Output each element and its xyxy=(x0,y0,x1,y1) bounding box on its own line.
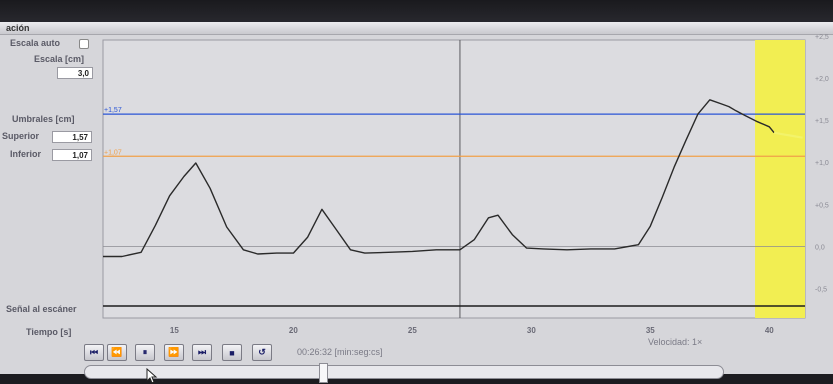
x-tick-label: 40 xyxy=(765,326,774,335)
app-window: ación +1,57 +1,07 +2,5 +2,0 +1,5 +1,0 +0,5 0,0… xyxy=(0,22,833,384)
threshold-lines: +1,57 +1,07 xyxy=(103,107,805,157)
mouse-pointer-icon xyxy=(146,368,158,384)
highlight-band xyxy=(755,40,805,318)
timeline-scroll-thumb[interactable] xyxy=(319,363,328,383)
scanner-signal-label: Señal al escáner xyxy=(6,304,77,314)
y-tick-label: +2,0 xyxy=(815,76,829,83)
fast-forward-icon: ⏩ xyxy=(168,347,180,357)
plot-background xyxy=(102,39,806,319)
x-tick-label: 20 xyxy=(289,326,298,335)
y-tick-label: +0,5 xyxy=(815,202,829,209)
playback-controls: ⏮ ⏪ ⏸ ⏩ ⏭ ■ ↺ 00:26:32 [min:seg:cs] Velocidad:… xyxy=(0,337,833,384)
timeline-scrollbar[interactable] xyxy=(84,363,724,383)
x-tick-label: 15 xyxy=(170,326,179,335)
lower-threshold-label: Inferior xyxy=(10,149,42,159)
loop-icon: ↺ xyxy=(258,347,266,357)
title-bar: ación xyxy=(0,22,833,35)
x-tick-label: 30 xyxy=(527,326,536,335)
y-tick-label: +1,0 xyxy=(815,160,829,167)
fast-forward-button[interactable]: ⏩ xyxy=(164,344,184,361)
scale-label: Escala [cm] xyxy=(34,54,85,64)
pause-icon: ⏸ xyxy=(142,347,148,357)
rewind-icon: ⏪ xyxy=(111,347,123,357)
auto-scale-checkbox[interactable] xyxy=(79,39,89,49)
grid-layer xyxy=(103,40,805,318)
threshold-label: +1,07 xyxy=(104,149,122,156)
thresholds-label: Umbrales [cm] xyxy=(12,114,75,124)
x-tick-label: 25 xyxy=(408,326,417,335)
x-tick-label: 35 xyxy=(646,326,655,335)
time-readout: 00:26:32 [min:seg:cs] xyxy=(297,347,383,357)
x-tick-labels: 15 20 25 30 35 40 xyxy=(170,326,774,335)
y-tick-label: +2,5 xyxy=(815,34,829,41)
skip-to-start-button[interactable]: ⏮ xyxy=(84,344,104,361)
y-tick-label: 0,0 xyxy=(815,244,825,251)
signal-chart: +1,57 +1,07 +2,5 +2,0 +1,5 +1,0 +0,5 0,0 -0,5 1… xyxy=(102,34,829,335)
signal-line xyxy=(103,99,775,258)
stop-icon: ■ xyxy=(229,347,235,358)
upper-threshold-label: Superior xyxy=(2,131,40,141)
y-tick-label: +1,5 xyxy=(815,118,829,125)
skip-to-end-button[interactable]: ⏭ xyxy=(192,344,212,361)
highlight-layer xyxy=(755,40,805,318)
y-tick-labels: +2,5 +2,0 +1,5 +1,0 +0,5 0,0 -0,5 xyxy=(815,34,829,294)
scale-input[interactable]: 3,0 xyxy=(57,67,93,79)
auto-scale-label: Escala auto xyxy=(10,38,61,48)
threshold-label: +1,57 xyxy=(104,107,122,114)
series-layer xyxy=(103,99,803,258)
skip-to-end-icon: ⏭ xyxy=(197,347,207,357)
upper-threshold-input[interactable]: 1,57 xyxy=(52,131,92,143)
rewind-button[interactable]: ⏪ xyxy=(107,344,127,361)
y-tick-label: -0,5 xyxy=(815,287,827,294)
speed-readout: Velocidad: 1× xyxy=(648,337,703,347)
time-axis-label: Tiempo [s] xyxy=(26,327,72,337)
left-panel: Escala auto Escala [cm] 3,0 Umbrales [cm… xyxy=(0,36,100,356)
loop-button[interactable]: ↺ xyxy=(252,344,272,361)
signal-line-continuation xyxy=(773,131,803,139)
pause-button[interactable]: ⏸ xyxy=(135,344,155,361)
window-title: ación xyxy=(6,23,30,33)
stop-button[interactable]: ■ xyxy=(222,344,242,361)
top-dark-bar xyxy=(0,0,833,26)
skip-to-start-icon: ⏮ xyxy=(89,347,99,357)
lower-threshold-input[interactable]: 1,07 xyxy=(52,149,92,161)
